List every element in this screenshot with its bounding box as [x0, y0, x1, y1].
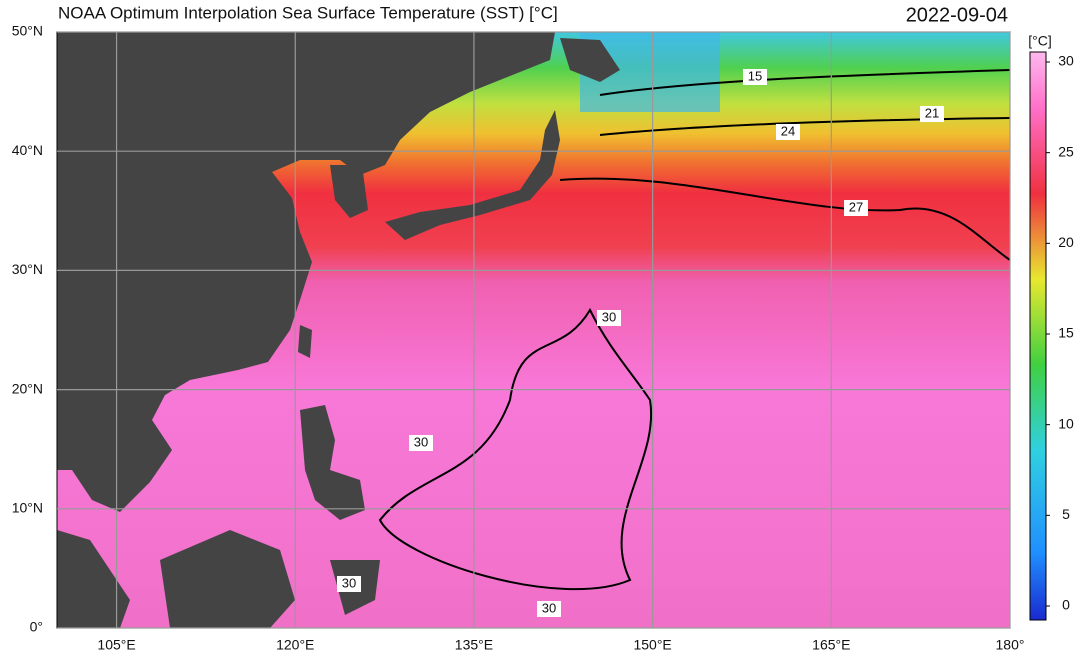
colorbar-tick-label: 25: [1058, 143, 1074, 159]
contour-label: 30: [342, 575, 356, 590]
lat-tick-label: 50°N: [12, 23, 43, 39]
lat-tick-label: 30°N: [12, 261, 43, 277]
date: 2022-09-04: [906, 4, 1008, 26]
lat-tick-label: 0°: [30, 619, 43, 635]
contour-label: 24: [781, 123, 795, 138]
lat-tick-label: 40°N: [12, 142, 43, 158]
colorbar-tick-label: 0: [1062, 597, 1070, 613]
land-malaysia: [57, 530, 130, 628]
colorbar: [1029, 51, 1047, 621]
lon-tick-label: 165°E: [812, 637, 850, 653]
contour-label-box: [337, 576, 361, 592]
lat-tick-label: 10°N: [12, 500, 43, 516]
contour-label: 27: [849, 199, 863, 214]
contour-label-box: [920, 106, 944, 122]
lon-tick-label: 180°: [996, 637, 1025, 653]
title: NOAA Optimum Interpolation Sea Surface T…: [58, 3, 558, 22]
contour-label-box: [776, 124, 800, 140]
lon-tick-label: 105°E: [97, 637, 135, 653]
lon-tick-label: 150°E: [633, 637, 671, 653]
colorbar-unit: [°C]: [1028, 33, 1052, 49]
land-philippines: [300, 405, 365, 520]
map-area: [57, 32, 1010, 628]
colorbar-tick-label: 5: [1062, 506, 1070, 522]
contour-label: 30: [414, 434, 428, 449]
land-hokkaido: [560, 38, 620, 82]
contour-label: 21: [925, 105, 939, 120]
contour-label-box: [844, 200, 868, 216]
contour-label-box: [743, 69, 767, 85]
contour-label: 30: [542, 600, 556, 615]
land-korea: [330, 165, 368, 218]
lon-tick-label: 120°E: [276, 637, 314, 653]
contour-label-box: [409, 435, 433, 451]
contour-label: 15: [748, 68, 762, 83]
lat-tick-label: 20°N: [12, 380, 43, 396]
lon-tick-label: 135°E: [455, 637, 493, 653]
contour-label-box: [597, 310, 621, 326]
colorbar-tick-label: 20: [1058, 234, 1074, 250]
land-taiwan: [298, 325, 312, 358]
land-borneo: [160, 530, 295, 628]
land-asia: [57, 32, 555, 512]
colorbar-tick-label: 30: [1058, 53, 1074, 69]
land-japan: [385, 110, 560, 240]
contour-label-box: [537, 601, 561, 617]
contour-label: 30: [602, 309, 616, 324]
colorbar-tick-label: 15: [1058, 325, 1074, 341]
colorbar-tick-label: 10: [1058, 415, 1074, 431]
